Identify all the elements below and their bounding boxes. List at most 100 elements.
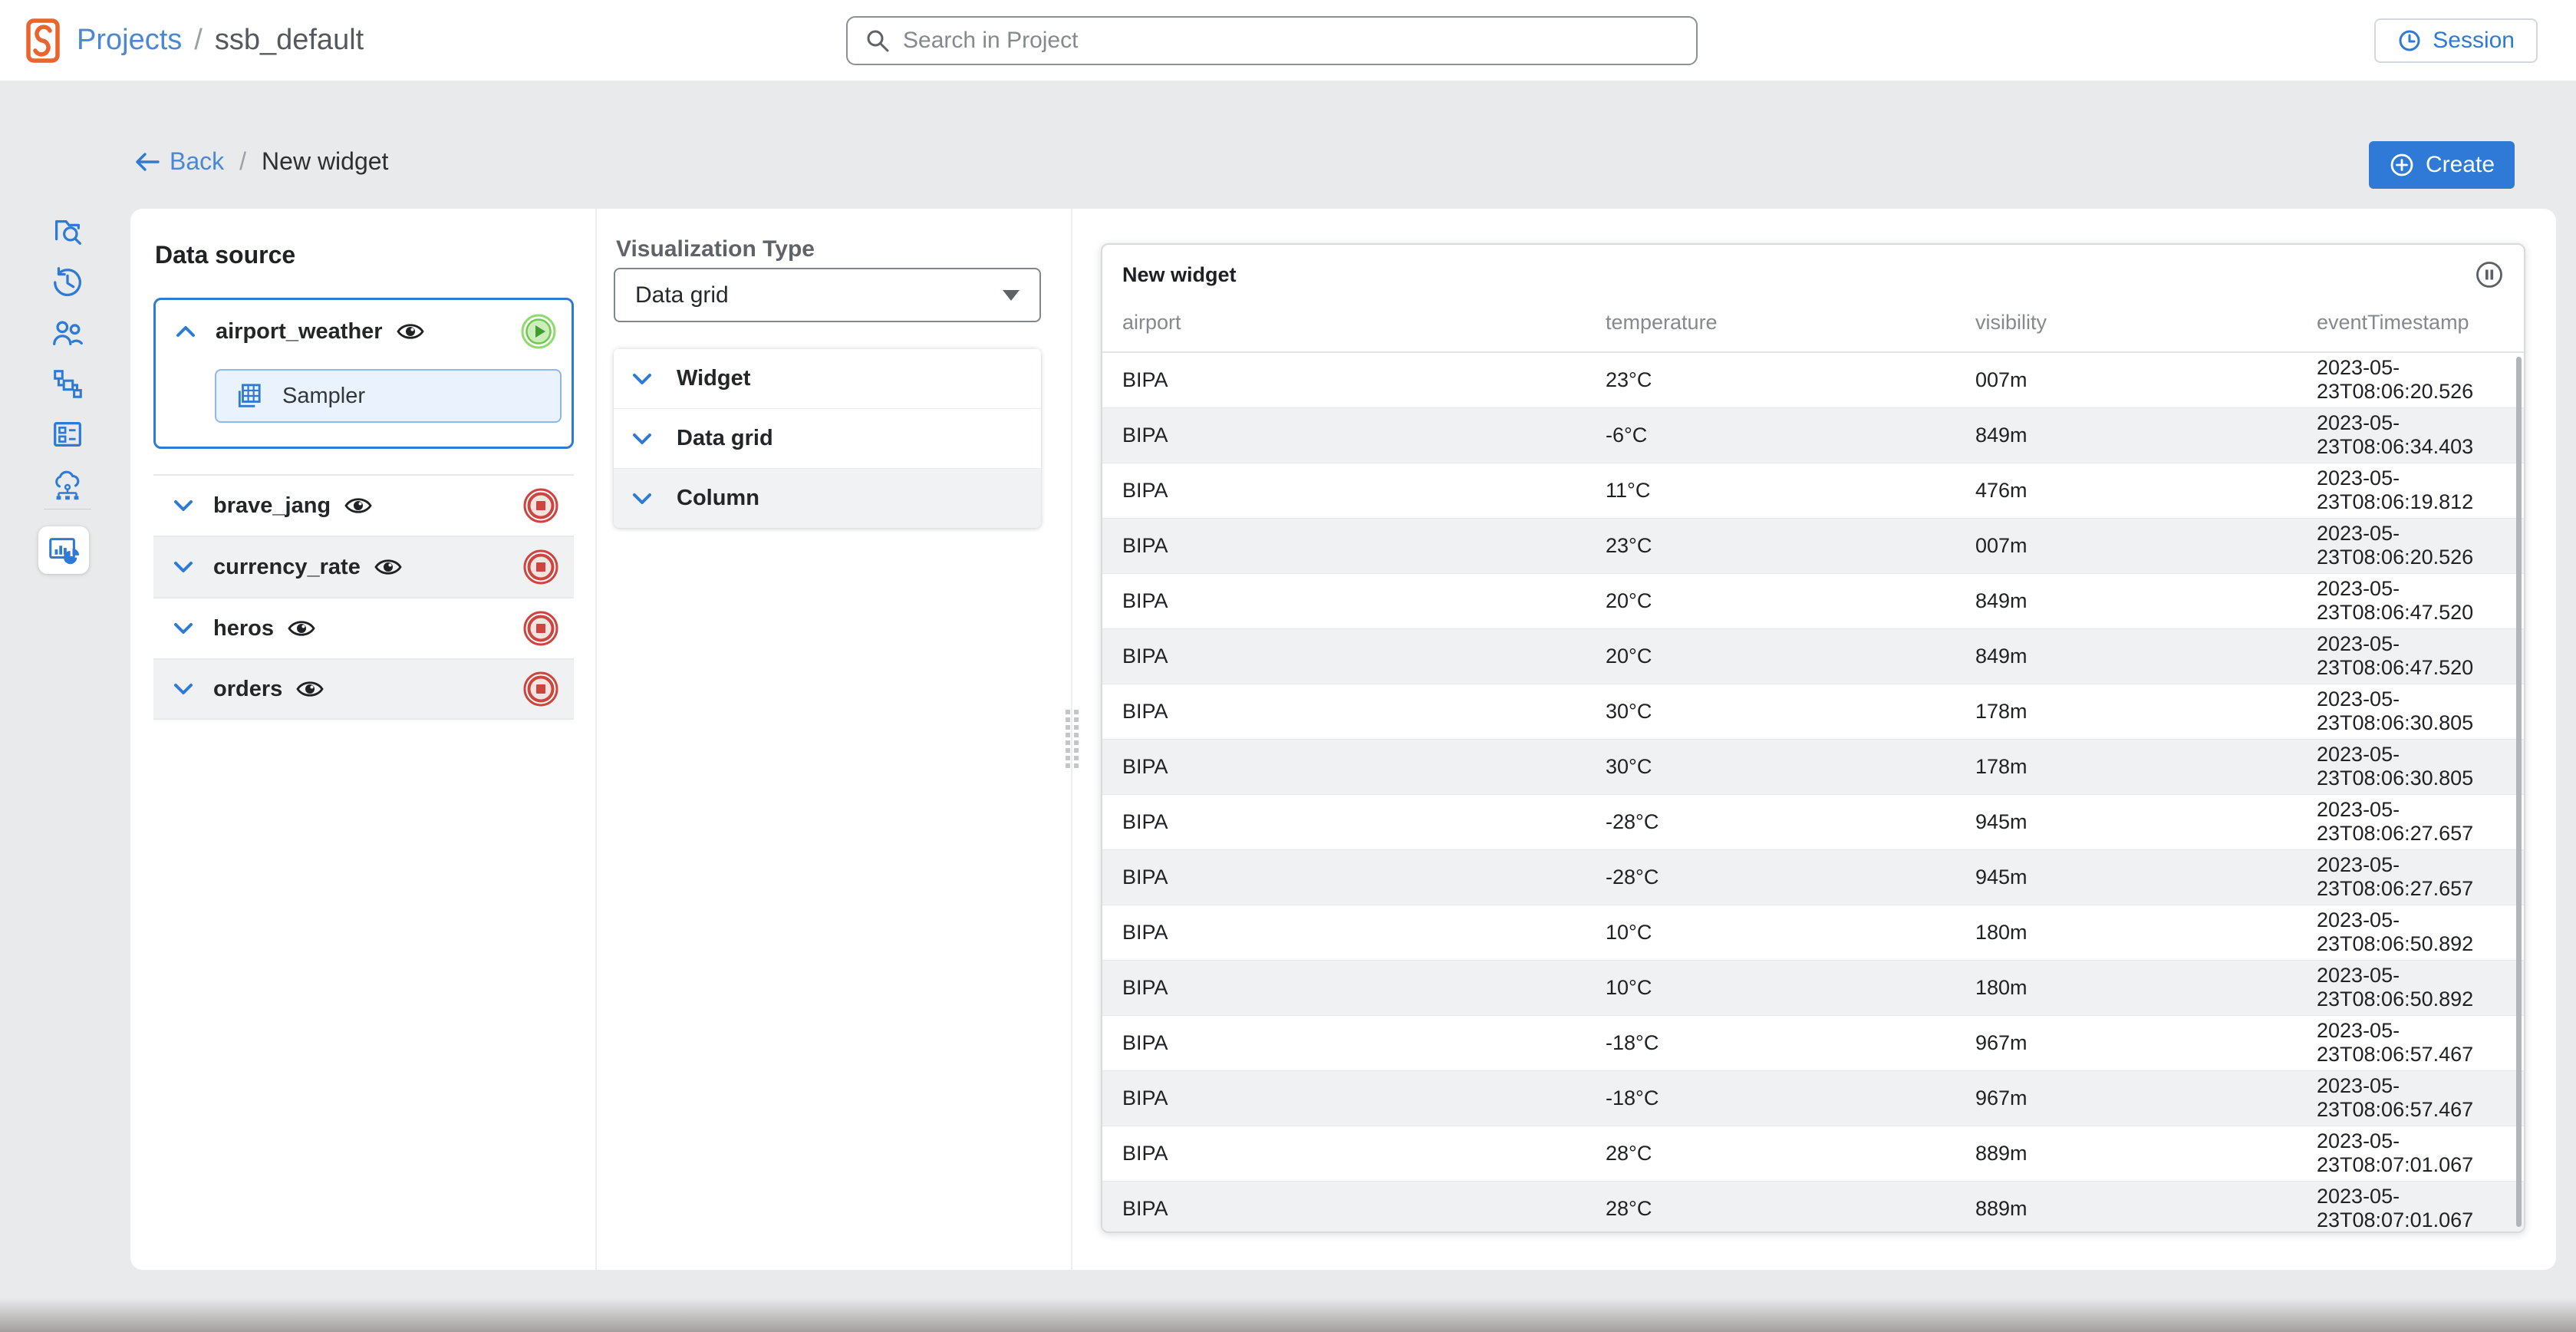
page-title: New widget	[262, 147, 389, 175]
sidebar	[0, 81, 123, 1332]
create-label: Create	[2425, 152, 2495, 177]
stop-button[interactable]	[523, 671, 558, 707]
cell-eventtimestamp: 2023-05-23T08:06:27.657	[2317, 798, 2474, 845]
chevron-down-icon[interactable]	[632, 493, 652, 505]
chevron-down-icon[interactable]	[173, 499, 193, 512]
cell-temperature: -18°C	[1606, 1086, 1659, 1109]
cell-airport: BIPA	[1122, 975, 1168, 999]
stop-button[interactable]	[523, 488, 558, 523]
widget-preview-panel: New widget airport temperature visibilit…	[1074, 209, 2556, 1270]
grid-scrollbar[interactable]	[2516, 357, 2522, 1227]
visualization-type-select[interactable]: Data grid	[614, 268, 1041, 322]
table-row: BIPA -18°C 967m 2023-05-23T08:06:57.467	[1102, 1070, 2524, 1126]
visualization-panel: Visualization Type Data grid Widget	[598, 209, 1072, 1270]
table-row: BIPA -28°C 945m 2023-05-23T08:06:27.657	[1102, 849, 2524, 905]
sidebar-item-flow[interactable]	[50, 366, 85, 401]
accordion-section-label: Widget	[677, 366, 751, 391]
page-toolbar: Back / New widget	[134, 147, 388, 176]
chevron-down-icon[interactable]	[173, 622, 193, 635]
create-button[interactable]: Create	[2368, 141, 2515, 189]
cell-temperature: -28°C	[1606, 809, 1659, 833]
grid-body: BIPA 23°C 007m 2023-05-23T08:06:20.526 B…	[1102, 352, 2524, 1231]
sidebar-item-history[interactable]	[50, 265, 85, 300]
cell-airport: BIPA	[1122, 423, 1168, 447]
cell-airport: BIPA	[1122, 699, 1168, 723]
sidebar-item-data-sources[interactable]	[50, 467, 85, 503]
accordion-section[interactable]: Data grid	[614, 408, 1041, 468]
cell-visibility: 967m	[1975, 1030, 2028, 1054]
visibility-eye-icon[interactable]	[374, 557, 402, 577]
caret-down-icon	[1003, 289, 1020, 301]
chevron-down-icon[interactable]	[632, 433, 652, 445]
data-source-item[interactable]: heros	[153, 597, 574, 658]
data-source-list: brave_jang	[153, 474, 574, 720]
data-source-title: Data source	[155, 241, 296, 269]
sampler-label: Sampler	[282, 383, 365, 408]
sidebar-item-tables[interactable]	[50, 417, 85, 452]
cell-temperature: 23°C	[1606, 533, 1652, 557]
table-row: BIPA 20°C 849m 2023-05-23T08:06:47.520	[1102, 573, 2524, 628]
sampler-item-selected[interactable]: Sampler	[215, 369, 562, 423]
accordion-section[interactable]: Widget	[614, 348, 1041, 408]
data-source-panel: Data source airport_weather	[130, 209, 597, 1270]
data-source-item[interactable]: currency_rate	[153, 536, 574, 597]
chevron-down-icon[interactable]	[173, 561, 193, 573]
stop-button[interactable]	[523, 611, 558, 646]
cell-eventtimestamp: 2023-05-23T08:06:30.805	[2317, 743, 2474, 790]
grid-header-row: airport temperature visibility eventTime…	[1102, 294, 2524, 353]
window-bottom-shadow	[0, 1298, 2576, 1332]
back-label: Back	[170, 147, 225, 175]
cell-temperature: 28°C	[1606, 1196, 1652, 1220]
session-button[interactable]: Session	[2374, 18, 2538, 63]
cell-airport: BIPA	[1122, 478, 1168, 502]
table-row: BIPA 10°C 180m 2023-05-23T08:06:50.892	[1102, 960, 2524, 1015]
source-name: brave_jang	[213, 493, 331, 518]
cell-visibility: 849m	[1975, 589, 2028, 612]
table-row: BIPA 11°C 476m 2023-05-23T08:06:19.812	[1102, 463, 2524, 518]
table-row: BIPA 20°C 849m 2023-05-23T08:06:47.520	[1102, 628, 2524, 684]
cell-airport: BIPA	[1122, 368, 1168, 391]
panel-resize-handle[interactable]	[1066, 710, 1079, 772]
arrow-left-icon	[136, 152, 160, 171]
stop-button[interactable]	[523, 549, 558, 585]
widget-preview-card: New widget airport temperature visibilit…	[1101, 243, 2525, 1233]
accordion-section[interactable]: Column	[614, 468, 1041, 528]
back-link[interactable]: Back	[134, 147, 224, 176]
cell-airport: BIPA	[1122, 1196, 1168, 1220]
active-source-airport-weather[interactable]: airport_weather	[153, 298, 574, 449]
visualization-accordion: Widget Data grid Column	[614, 348, 1041, 528]
table-row: BIPA 23°C 007m 2023-05-23T08:06:20.526	[1102, 518, 2524, 573]
cell-visibility: 849m	[1975, 423, 2028, 447]
breadcrumb-separator: /	[194, 24, 203, 56]
cell-airport: BIPA	[1122, 865, 1168, 889]
users-icon	[53, 321, 83, 346]
clock-icon	[2399, 30, 2420, 51]
search-input[interactable]	[891, 18, 1696, 64]
toolbar-separator: /	[239, 147, 247, 175]
visibility-eye-icon[interactable]	[288, 618, 315, 638]
cell-eventtimestamp: 2023-05-23T08:06:57.467	[2317, 1019, 2474, 1066]
sidebar-item-explorer[interactable]	[50, 214, 85, 249]
data-source-item[interactable]: brave_jang	[153, 474, 574, 536]
sidebar-item-widgets-active[interactable]	[38, 526, 89, 574]
cell-airport: BIPA	[1122, 1086, 1168, 1109]
sidebar-item-users[interactable]	[50, 315, 85, 351]
data-source-item[interactable]: orders	[153, 658, 574, 720]
table-row: BIPA 23°C 007m 2023-05-23T08:06:20.526	[1102, 352, 2524, 407]
running-play-button[interactable]	[521, 314, 556, 349]
cell-eventtimestamp: 2023-05-23T08:06:57.467	[2317, 1074, 2474, 1121]
column-header-airport: airport	[1102, 294, 1606, 353]
chevron-up-icon[interactable]	[176, 325, 196, 338]
list-panel-icon	[54, 421, 81, 447]
cell-visibility: 178m	[1975, 699, 2028, 723]
projects-link[interactable]: Projects	[77, 24, 183, 56]
source-name: airport_weather	[216, 318, 383, 344]
pause-button[interactable]	[2475, 260, 2504, 289]
chevron-down-icon[interactable]	[173, 683, 193, 695]
visibility-eye-icon[interactable]	[344, 496, 372, 516]
chevron-down-icon[interactable]	[632, 373, 652, 385]
visibility-eye-icon[interactable]	[396, 321, 424, 341]
cell-eventtimestamp: 2023-05-23T08:07:01.067	[2317, 1129, 2474, 1176]
cell-airport: BIPA	[1122, 1141, 1168, 1165]
visibility-eye-icon[interactable]	[296, 679, 324, 699]
